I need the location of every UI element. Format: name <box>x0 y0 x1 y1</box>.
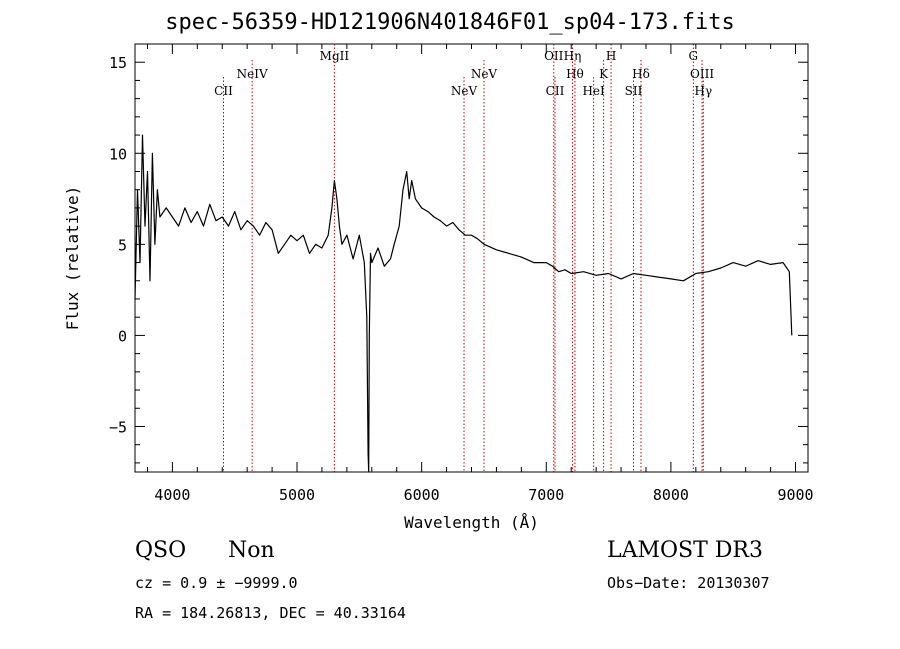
line-marker-label: OIII <box>690 67 714 81</box>
y-tick-label: 15 <box>109 54 127 72</box>
line-marker-label: CII <box>546 84 565 98</box>
y-tick-label: −5 <box>109 418 127 436</box>
line-marker-label: H <box>606 49 616 63</box>
x-tick-label: 8000 <box>653 486 689 504</box>
line-marker-label: Hθ <box>566 67 584 81</box>
x-tick-label: 7000 <box>528 486 564 504</box>
line-marker-label: NeV <box>451 84 478 98</box>
line-marker-label: NeIV <box>237 67 268 81</box>
y-tick-label: 0 <box>118 327 127 345</box>
line-marker-label: HeI <box>582 84 605 98</box>
redshift-readout: cz = 0.9 ± −9999.0 <box>135 574 298 592</box>
line-marker-label: G <box>689 49 699 63</box>
line-marker-label: Hγ <box>694 84 712 98</box>
plot-frame <box>134 43 809 473</box>
line-marker-label: SII <box>625 84 643 98</box>
y-axis-label: Flux (relative) <box>63 186 82 331</box>
x-axis-label: Wavelength (Å) <box>404 513 539 532</box>
line-marker-label: NeV <box>471 67 498 81</box>
x-tick-label: 4000 <box>154 486 190 504</box>
coordinates-readout: RA = 184.26813, DEC = 40.33164 <box>135 604 406 622</box>
line-marker-label: CII <box>214 84 233 98</box>
chart-title: spec-56359-HD121906N401846F01_sp04-173.f… <box>165 10 735 35</box>
x-tick-label: 9000 <box>777 486 813 504</box>
obs-date: Obs−Date: 20130307 <box>607 574 770 592</box>
line-marker-label: K <box>599 67 609 81</box>
survey-label: LAMOST DR3 <box>607 538 763 563</box>
object-class: QSO <box>135 538 187 563</box>
spectrum-line <box>134 134 793 473</box>
line-marker-label: Hη <box>564 49 582 63</box>
x-tick-label: 6000 <box>404 486 440 504</box>
line-marker-label: Hδ <box>632 67 650 81</box>
line-marker-label: OII <box>544 49 564 63</box>
line-marker-label: MgII <box>320 49 350 63</box>
y-tick-label: 5 <box>118 236 127 254</box>
y-tick-label: 10 <box>109 145 127 163</box>
x-tick-label: 5000 <box>279 486 315 504</box>
object-subclass: Non <box>228 538 275 563</box>
